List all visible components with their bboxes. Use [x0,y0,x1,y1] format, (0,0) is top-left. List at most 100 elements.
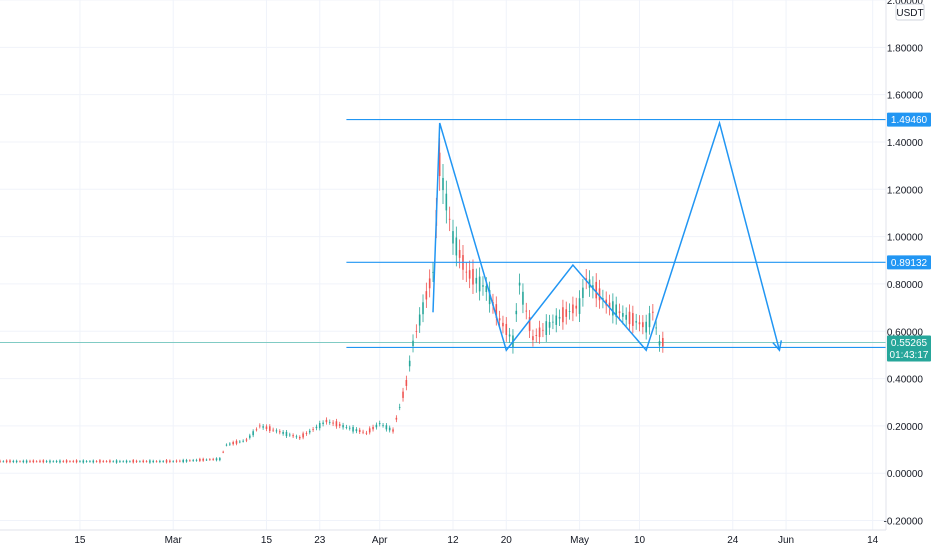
candle-body [368,428,371,433]
candle-body [55,460,58,462]
time-tick-label: 12 [447,535,459,546]
candle-body [69,461,71,463]
candle-body [275,430,278,432]
candle-body [49,460,51,463]
candle-body [195,459,198,461]
candle-body [268,426,271,431]
candle-body [525,310,528,312]
candle-body [19,461,21,463]
candle-body [595,281,598,299]
candle-body [202,458,204,461]
candle-body [59,460,61,463]
last-price-tag-bg [887,335,931,362]
candle-body [365,432,368,434]
time-tick-label: Mar [165,535,183,546]
candle-body [35,461,38,463]
pattern-path-line[interactable] [432,120,781,352]
candle-body [358,429,361,432]
chart-grid [0,0,886,530]
candle-body [75,460,78,463]
candle-body [292,435,294,437]
candle-body [305,433,308,434]
candle-body [255,429,258,431]
candle-body [548,322,551,328]
candle-body [12,460,15,462]
time-tick-label: Apr [372,535,388,546]
candle-body [302,433,304,438]
candle-body [385,425,388,430]
candle-body [472,268,474,285]
candle-body [478,276,481,292]
candle-body [398,406,401,408]
candle-body [272,429,274,431]
candle-body [222,451,224,453]
candle-body [425,291,428,300]
candle-body [542,329,544,331]
candle-body [152,460,155,463]
candle-body [235,440,238,444]
candle-body [332,422,334,424]
candle-body [105,461,108,463]
time-tick-label: May [570,535,589,546]
level-tag-bg [887,255,931,270]
price-tick-label: 0.20000 [887,422,924,433]
candle-body [212,458,214,460]
candle-body [578,298,581,314]
candle-body [22,460,25,463]
candle-body [129,461,131,463]
candle-body [199,458,201,461]
candle-body [102,461,105,462]
candle-body [562,307,564,323]
candle-body [458,249,461,258]
pattern-drawing[interactable] [432,120,783,352]
candle-body [145,461,148,463]
candle-body [488,290,491,305]
candle-body [482,285,484,287]
candle-body [182,459,184,463]
time-axis[interactable]: 15 Mar 15 23 Apr 12 20 May 10 24 Jun 14 [0,529,886,546]
candle-body [475,277,478,284]
candle-body [522,291,524,305]
candle-body [655,327,657,329]
candle-body [288,434,291,436]
candle-body [192,460,194,461]
candle-body [652,311,654,313]
currency-label-text: USDT [896,8,923,19]
candle-body [2,461,5,463]
candle-body [558,316,561,319]
candle-body [518,282,521,286]
candle-body [328,421,331,423]
candle-body [189,460,191,462]
candle-body [658,341,661,346]
candle-body [15,460,18,463]
candle-body [99,460,101,463]
candle-body [382,425,384,427]
price-tick-label: 1.40000 [887,138,924,149]
candle-body [122,461,125,463]
candle-body [452,231,454,244]
candle-body [422,302,424,315]
horizontal-levels[interactable] [346,118,886,349]
candle-body [395,417,398,420]
candle-body [149,460,151,463]
candle-body [132,460,135,463]
candle-body [52,461,55,463]
candle-body [225,444,228,446]
candle-body [415,331,418,332]
candle-body [159,460,161,463]
candle-body [498,318,501,321]
candle-body [375,424,378,428]
level-tag-label: 1.49460 [891,115,928,126]
candle-body [179,460,181,462]
time-tick-label: 24 [727,535,739,546]
price-tick-label: 0.80000 [887,280,924,291]
candle-body [392,429,394,432]
level-tag-bg [887,112,931,127]
candle-body [185,459,188,462]
candle-body [29,460,31,462]
candle-body [119,461,121,462]
candle-body [239,441,241,443]
candle-body [545,321,548,335]
